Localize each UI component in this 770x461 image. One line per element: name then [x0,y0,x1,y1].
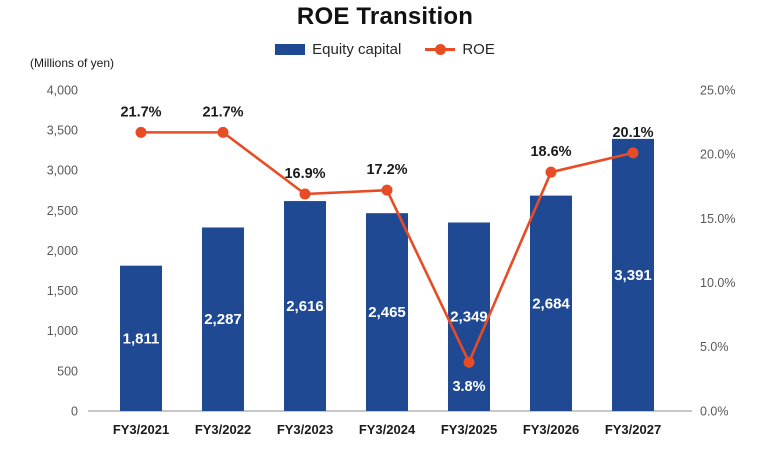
left-axis-tick: 2,500 [47,204,78,218]
left-axis-tick: 0 [71,404,78,418]
chart-title: ROE Transition [296,3,474,30]
bar-value-label: 2,616 [286,298,324,315]
equity-capital-bar [120,265,162,411]
equity-capital-bar [530,195,572,411]
left-axis-tick: 4,000 [47,83,78,97]
roe-value-label: 3.8% [452,379,485,395]
bar-series-swatch-icon [275,43,306,55]
bar-value-label: 2,465 [368,304,406,321]
roe-value-label: 17.2% [366,162,407,178]
legend-label-equity-capital: Equity capital [312,40,402,58]
roe-point-marker [299,188,311,200]
roe-point-marker [627,147,639,159]
legend-item-roe: ROE [425,41,495,58]
right-axis-tick: 0.0% [700,404,729,418]
left-axis-tick: 1,000 [47,324,78,338]
roe-value-label: 16.9% [284,166,325,182]
right-axis-tick: 5.0% [700,340,729,354]
legend-label-roe: ROE [462,40,495,58]
roe-value-label: 21.7% [120,104,161,120]
left-axis-tick: 3,000 [47,164,78,178]
equity-capital-bar [202,227,244,411]
left-axis-tick: 2,000 [47,244,78,258]
roe-point-marker [463,356,475,368]
roe-point-marker [135,126,147,138]
left-axis-tick: 1,500 [47,284,78,298]
roe-point-marker [217,126,229,138]
x-axis-label: FY3/2021 [113,422,169,437]
bar-value-label: 2,684 [532,295,570,312]
roe-point-marker [381,184,393,196]
left-axis-unit-note: (Millions of yen) [30,56,115,70]
equity-capital-bar [284,201,326,411]
bar-value-label: 2,287 [204,311,242,328]
right-axis-tick: 20.0% [700,148,735,162]
left-axis-tick: 500 [57,364,78,378]
equity-capital-bar [448,222,490,411]
chart-legend: Equity capital ROE [0,39,770,59]
roe-value-label: 21.7% [202,104,243,120]
right-axis-tick: 25.0% [700,83,735,97]
bar-value-label: 3,391 [614,267,652,284]
roe-value-label: 20.1% [612,125,653,141]
bar-value-label: 1,811 [123,330,160,347]
legend-item-equity-capital: Equity capital [275,41,401,58]
right-axis-tick: 15.0% [700,212,735,226]
line-series-marker-icon [425,43,456,55]
right-axis-tick: 10.0% [700,276,735,290]
roe-point-marker [545,166,557,178]
bar-value-label: 2,349 [450,309,488,326]
equity-capital-bar [366,213,408,411]
roe-value-label: 18.6% [530,144,571,160]
left-axis-tick: 3,500 [47,124,78,138]
x-axis-label: FY3/2026 [523,422,579,437]
equity-capital-bar [612,138,654,411]
x-axis-label: FY3/2027 [605,422,661,437]
x-axis-label: FY3/2025 [441,422,497,437]
x-axis-label: FY3/2024 [359,422,416,437]
x-axis-label: FY3/2023 [277,422,333,437]
x-axis-label: FY3/2022 [195,422,251,437]
